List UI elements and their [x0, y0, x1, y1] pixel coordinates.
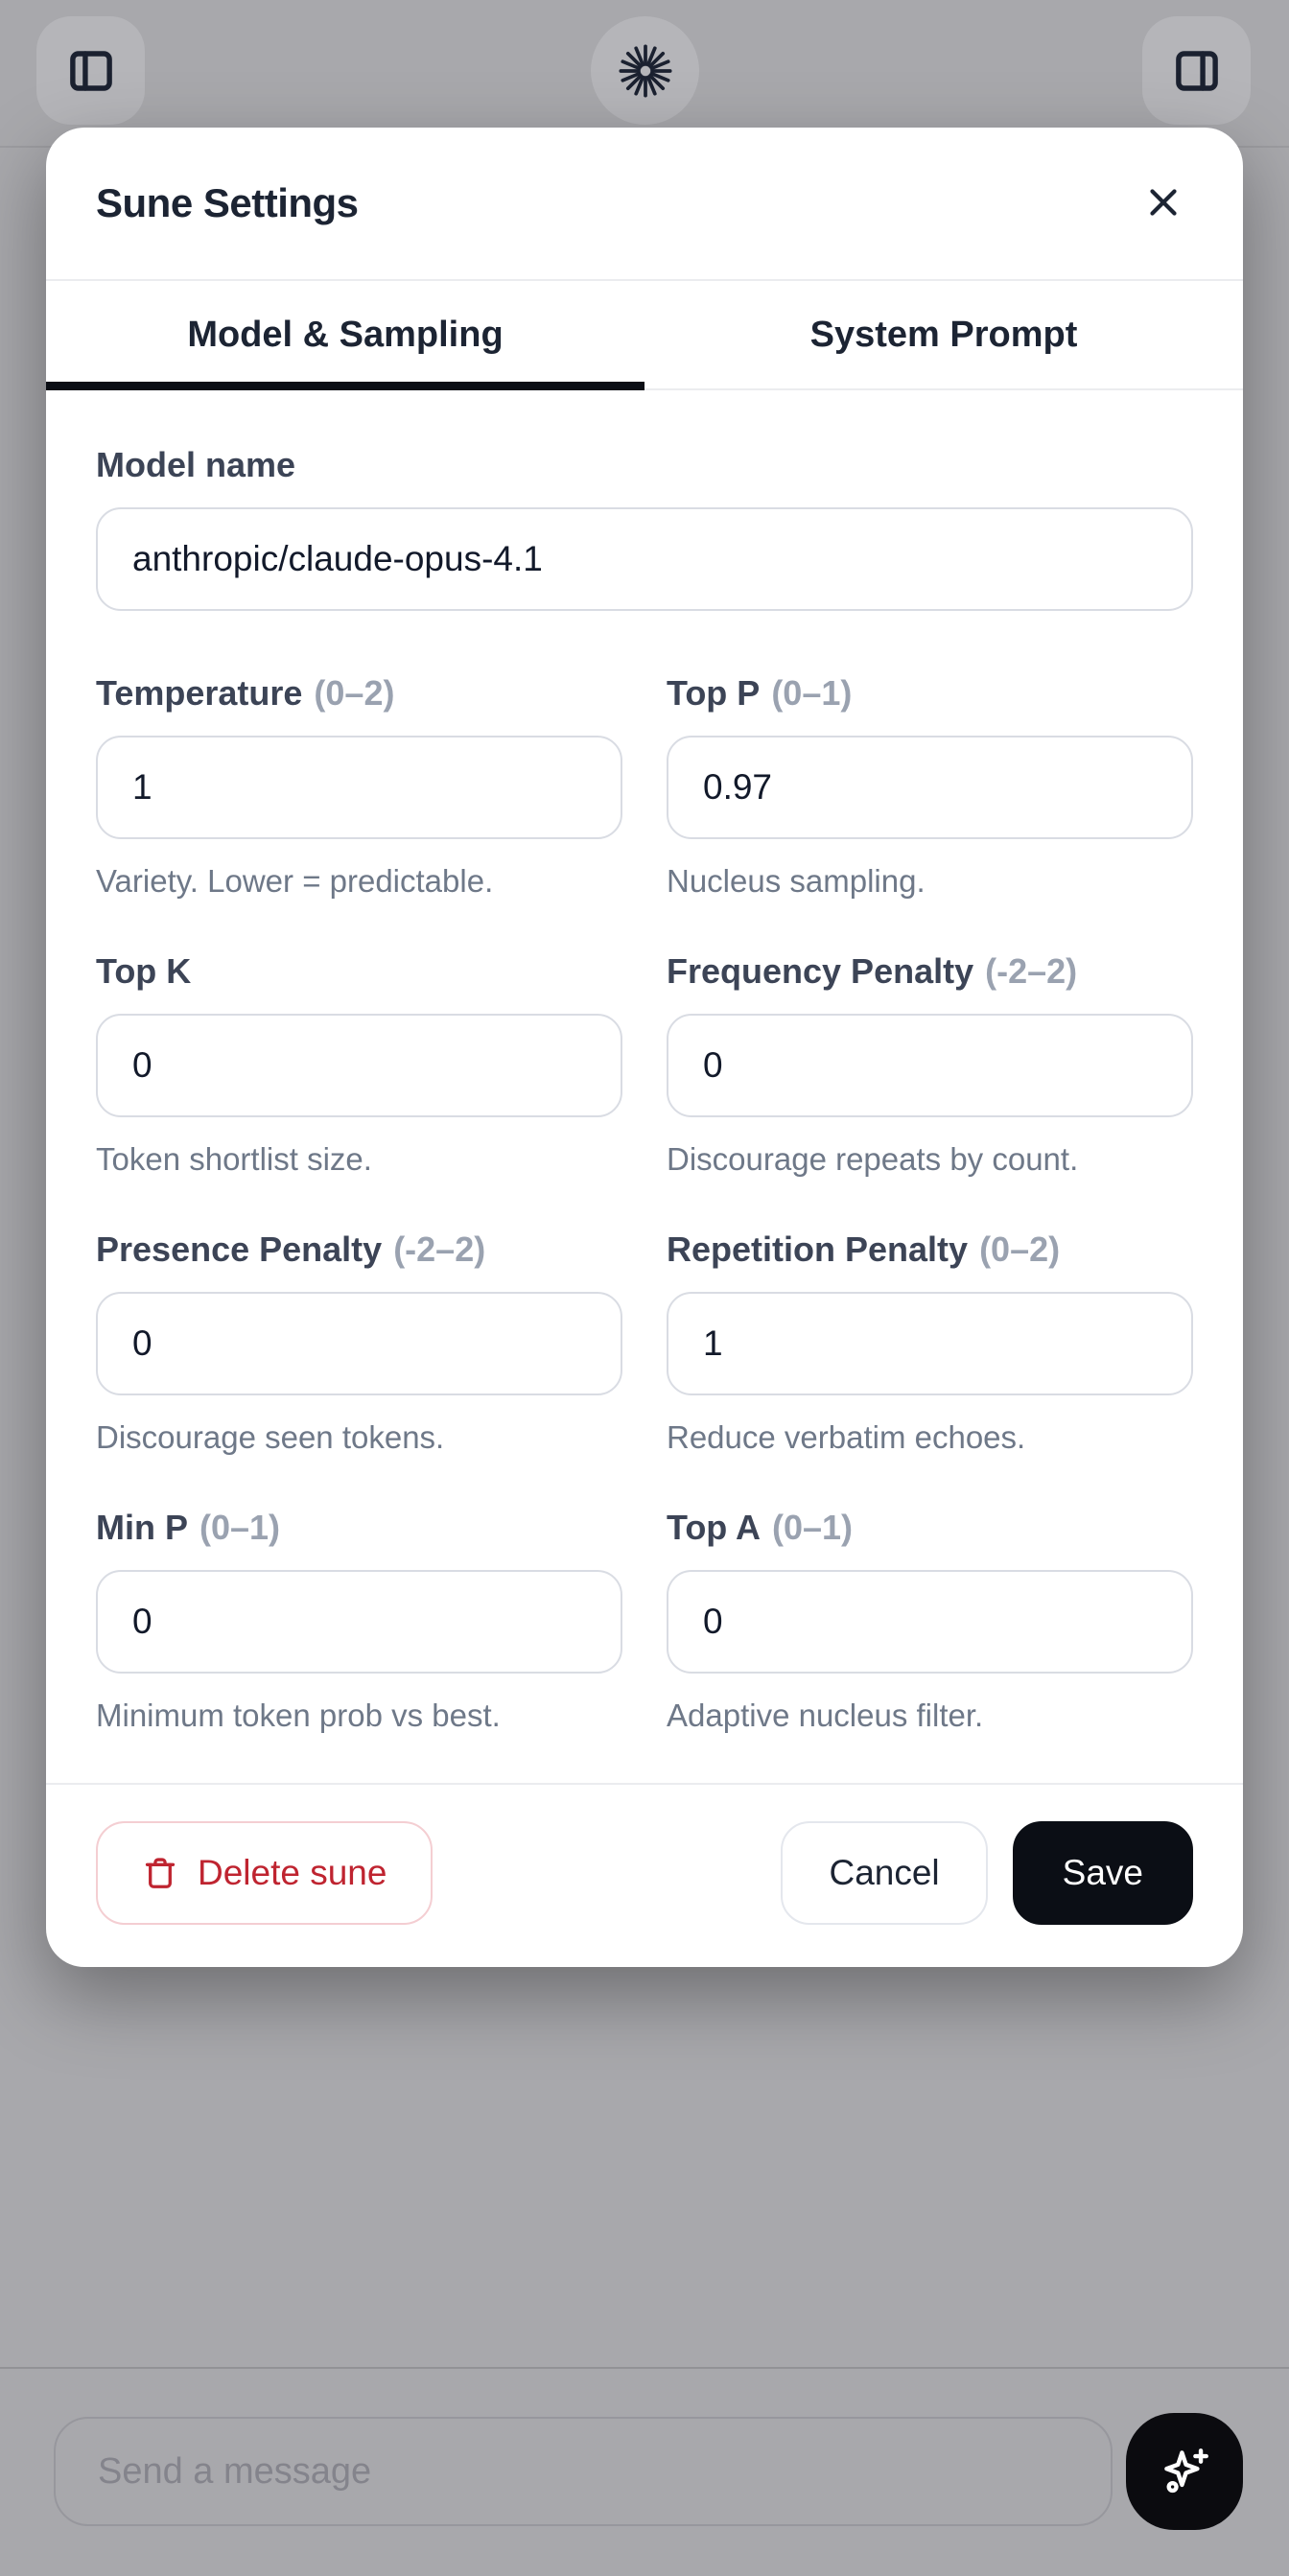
close-button[interactable] — [1134, 173, 1193, 235]
min-p-helper: Minimum token prob vs best. — [96, 1698, 501, 1733]
tab-model-and-sampling[interactable]: Model & Sampling — [46, 281, 644, 390]
save-button[interactable]: Save — [1012, 1821, 1193, 1925]
presence-penalty-helper: Discourage seen tokens. — [96, 1419, 445, 1455]
delete-sune-label: Delete sune — [198, 1853, 387, 1892]
ai-generate-button[interactable] — [1126, 2413, 1243, 2530]
settings-form: Model name Temperature(0–2) Variety. Low… — [46, 390, 1243, 1783]
top-p-helper: Nucleus sampling. — [667, 863, 926, 899]
repetition-penalty-field-group: Repetition Penalty(0–2) Reduce verbatim … — [667, 1229, 1193, 1457]
temperature-input[interactable] — [96, 736, 622, 839]
presence-penalty-input[interactable] — [96, 1292, 622, 1395]
close-icon — [1141, 180, 1185, 227]
top-a-field-group: Top A(0–1) Adaptive nucleus filter. — [667, 1507, 1193, 1735]
temperature-label: Temperature (0–2) — [96, 673, 395, 713]
settings-tabs: Model & Sampling System Prompt — [46, 281, 1243, 390]
top-a-helper: Adaptive nucleus filter. — [667, 1698, 984, 1733]
top-a-input[interactable] — [667, 1570, 1193, 1674]
footer-actions: Cancel Save — [781, 1821, 1193, 1925]
repetition-penalty-helper: Reduce verbatim echoes. — [667, 1419, 1026, 1455]
app-logo-button[interactable] — [591, 16, 699, 125]
temperature-helper: Variety. Lower = predictable. — [96, 863, 494, 899]
message-input[interactable] — [54, 2417, 1113, 2526]
dialog-header: Sune Settings — [46, 128, 1243, 281]
repetition-penalty-label: Repetition Penalty (0–2) — [667, 1229, 1061, 1269]
model-name-field-group: Model name — [96, 444, 1193, 611]
dialog-title: Sune Settings — [96, 180, 359, 225]
min-p-label: Min P (0–1) — [96, 1508, 281, 1547]
model-name-label: Model name — [96, 445, 296, 484]
frequency-penalty-field-group: Frequency Penalty(-2–2) Discourage repea… — [667, 950, 1193, 1179]
trash-icon — [142, 1855, 178, 1891]
frequency-penalty-label: Frequency Penalty (-2–2) — [667, 951, 1078, 991]
tab-system-prompt[interactable]: System Prompt — [644, 281, 1243, 388]
repetition-penalty-input[interactable] — [667, 1292, 1193, 1395]
top-p-label: Top P (0–1) — [667, 673, 853, 713]
top-k-input[interactable] — [96, 1014, 622, 1117]
toggle-right-sidebar-button[interactable] — [1142, 16, 1251, 125]
top-k-helper: Token shortlist size. — [96, 1141, 372, 1177]
top-a-label: Top A (0–1) — [667, 1508, 854, 1547]
toggle-left-sidebar-button[interactable] — [36, 16, 145, 125]
starburst-icon — [618, 43, 672, 98]
min-p-field-group: Min P(0–1) Minimum token prob vs best. — [96, 1507, 622, 1735]
cancel-button[interactable]: Cancel — [781, 1821, 988, 1925]
top-k-label: Top K — [96, 951, 192, 991]
sparkles-icon — [1155, 2441, 1214, 2503]
sune-settings-dialog: Sune Settings Model & Sampling System Pr… — [46, 128, 1243, 1967]
min-p-input[interactable] — [96, 1570, 622, 1674]
sampling-fields-grid: Temperature(0–2) Variety. Lower = predic… — [96, 672, 1193, 1735]
delete-sune-button[interactable]: Delete sune — [96, 1821, 434, 1925]
model-name-input[interactable] — [96, 507, 1193, 611]
top-p-field-group: Top P(0–1) Nucleus sampling. — [667, 672, 1193, 901]
top-p-input[interactable] — [667, 736, 1193, 839]
composer-divider — [0, 2367, 1289, 2369]
frequency-penalty-input[interactable] — [667, 1014, 1193, 1117]
panel-right-icon — [1171, 45, 1223, 97]
temperature-field-group: Temperature(0–2) Variety. Lower = predic… — [96, 672, 622, 901]
presence-penalty-label: Presence Penalty (-2–2) — [96, 1229, 486, 1269]
presence-penalty-field-group: Presence Penalty(-2–2) Discourage seen t… — [96, 1229, 622, 1457]
dialog-footer: Delete sune Cancel Save — [46, 1783, 1243, 1967]
top-k-field-group: Top K Token shortlist size. — [96, 950, 622, 1179]
frequency-penalty-helper: Discourage repeats by count. — [667, 1141, 1079, 1177]
panel-left-icon — [65, 45, 117, 97]
